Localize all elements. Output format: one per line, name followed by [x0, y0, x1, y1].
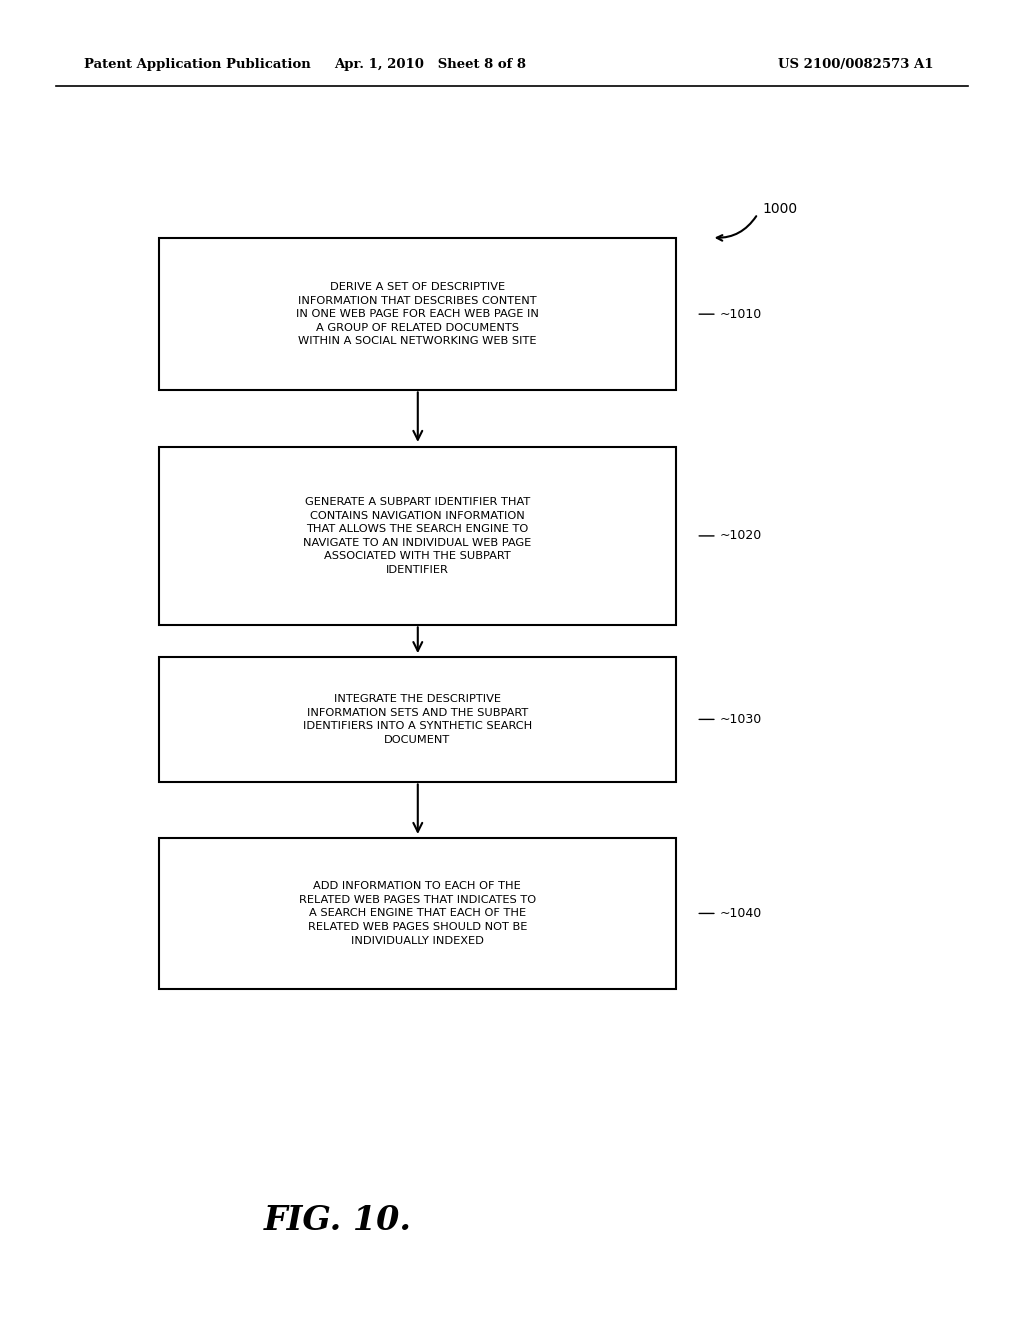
- Text: 1000: 1000: [763, 202, 798, 215]
- Text: Apr. 1, 2010   Sheet 8 of 8: Apr. 1, 2010 Sheet 8 of 8: [334, 58, 526, 71]
- Text: ~1040: ~1040: [720, 907, 762, 920]
- Text: FIG. 10.: FIG. 10.: [264, 1204, 412, 1238]
- Text: US 2100/0082573 A1: US 2100/0082573 A1: [778, 58, 934, 71]
- Text: ~1030: ~1030: [720, 713, 762, 726]
- Text: ~1020: ~1020: [720, 529, 762, 543]
- Text: Patent Application Publication: Patent Application Publication: [84, 58, 310, 71]
- Text: ADD INFORMATION TO EACH OF THE
RELATED WEB PAGES THAT INDICATES TO
A SEARCH ENGI: ADD INFORMATION TO EACH OF THE RELATED W…: [299, 882, 536, 945]
- Text: DERIVE A SET OF DESCRIPTIVE
INFORMATION THAT DESCRIBES CONTENT
IN ONE WEB PAGE F: DERIVE A SET OF DESCRIPTIVE INFORMATION …: [296, 282, 539, 346]
- Bar: [159, 837, 676, 990]
- Text: GENERATE A SUBPART IDENTIFIER THAT
CONTAINS NAVIGATION INFORMATION
THAT ALLOWS T: GENERATE A SUBPART IDENTIFIER THAT CONTA…: [303, 496, 531, 576]
- Bar: [159, 238, 676, 391]
- Bar: [159, 656, 676, 781]
- Text: INTEGRATE THE DESCRIPTIVE
INFORMATION SETS AND THE SUBPART
IDENTIFIERS INTO A SY: INTEGRATE THE DESCRIPTIVE INFORMATION SE…: [303, 694, 531, 744]
- Text: ~1010: ~1010: [720, 308, 762, 321]
- Bar: [159, 446, 676, 626]
